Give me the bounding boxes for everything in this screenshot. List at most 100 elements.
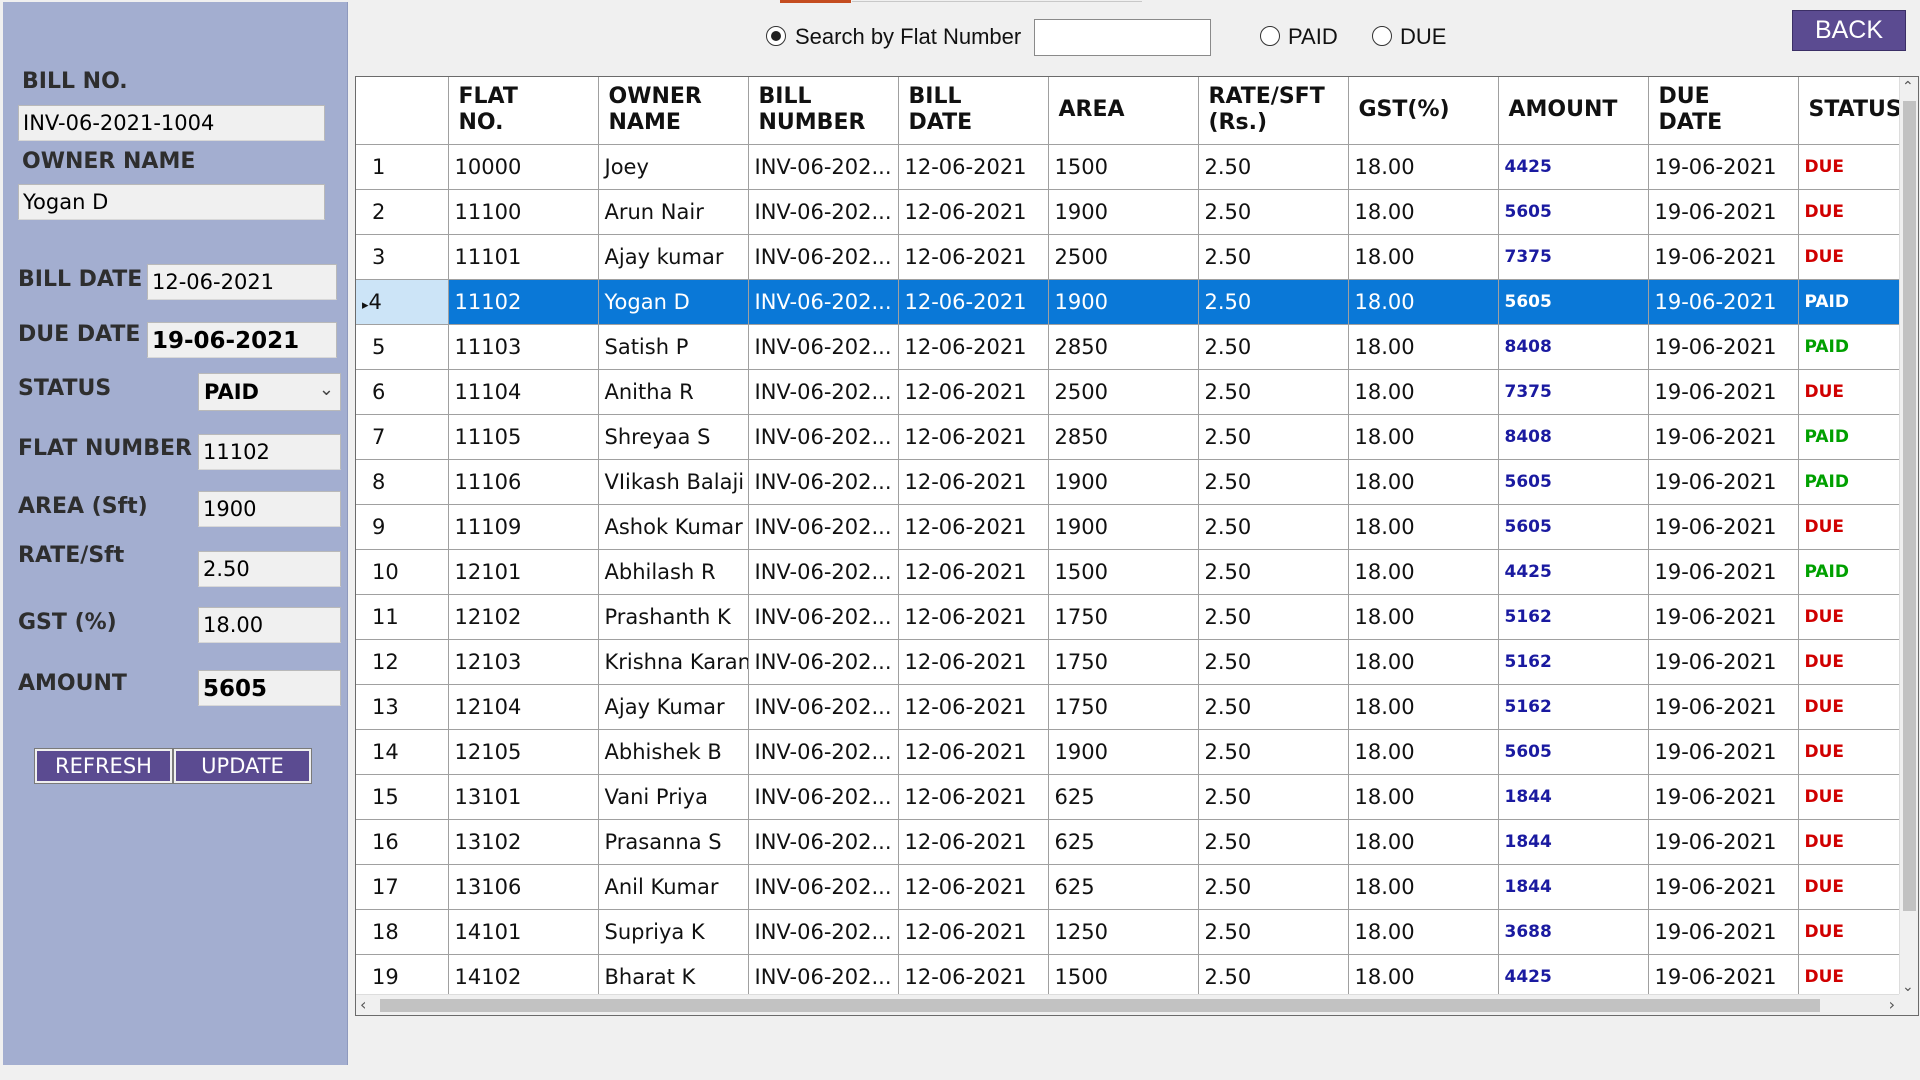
cell-flat-no[interactable]: 13101: [448, 774, 599, 820]
cell-owner-name[interactable]: Anil Kumar: [598, 864, 749, 910]
cell-gst[interactable]: 18.00: [1348, 279, 1499, 325]
cell-flat-no[interactable]: 12105: [448, 729, 599, 775]
horizontal-scroll-thumb[interactable]: [380, 999, 1820, 1012]
column-header-flat-no[interactable]: FLAT NO.: [448, 77, 599, 145]
cell-bill-number[interactable]: INV-06-202...: [748, 954, 899, 1000]
cell-area[interactable]: 625: [1048, 819, 1199, 865]
cell-rate[interactable]: 2.50: [1198, 954, 1349, 1000]
cell-area[interactable]: 1500: [1048, 144, 1199, 190]
cell-status[interactable]: PAID: [1798, 279, 1902, 325]
cell-bill-number[interactable]: INV-06-202...: [748, 864, 899, 910]
cell-status[interactable]: PAID: [1798, 414, 1902, 460]
cell-gst[interactable]: 18.00: [1348, 549, 1499, 595]
cell-rate[interactable]: 2.50: [1198, 189, 1349, 235]
cell-area[interactable]: 1750: [1048, 684, 1199, 730]
cell-flat-no[interactable]: 11105: [448, 414, 599, 460]
cell-due-date[interactable]: 19-06-2021: [1648, 549, 1799, 595]
cell-row-number[interactable]: 19: [356, 954, 449, 1000]
cell-bill-date[interactable]: 12-06-2021: [898, 414, 1049, 460]
cell-flat-no[interactable]: 11102: [448, 279, 599, 325]
cell-gst[interactable]: 18.00: [1348, 594, 1499, 640]
cell-bill-date[interactable]: 12-06-2021: [898, 594, 1049, 640]
cell-flat-no[interactable]: 13102: [448, 819, 599, 865]
cell-flat-no[interactable]: 14101: [448, 909, 599, 955]
cell-bill-date[interactable]: 12-06-2021: [898, 864, 1049, 910]
cell-due-date[interactable]: 19-06-2021: [1648, 459, 1799, 505]
cell-gst[interactable]: 18.00: [1348, 414, 1499, 460]
cell-area[interactable]: 1900: [1048, 279, 1199, 325]
cell-flat-no[interactable]: 14102: [448, 954, 599, 1000]
cell-bill-number[interactable]: INV-06-202...: [748, 189, 899, 235]
cell-area[interactable]: 2500: [1048, 234, 1199, 280]
cell-flat-no[interactable]: 13106: [448, 864, 599, 910]
cell-area[interactable]: 2850: [1048, 414, 1199, 460]
cell-area[interactable]: 1750: [1048, 594, 1199, 640]
cell-area[interactable]: 1750: [1048, 639, 1199, 685]
cell-status[interactable]: DUE: [1798, 954, 1902, 1000]
cell-bill-date[interactable]: 12-06-2021: [898, 189, 1049, 235]
due-filter-radio[interactable]: [1372, 26, 1392, 46]
cell-gst[interactable]: 18.00: [1348, 684, 1499, 730]
cell-rate[interactable]: 2.50: [1198, 594, 1349, 640]
cell-rate[interactable]: 2.50: [1198, 279, 1349, 325]
cell-rate[interactable]: 2.50: [1198, 909, 1349, 955]
cell-status[interactable]: DUE: [1798, 729, 1902, 775]
cell-bill-date[interactable]: 12-06-2021: [898, 684, 1049, 730]
cell-bill-number[interactable]: INV-06-202...: [748, 144, 899, 190]
cell-owner-name[interactable]: Ajay Kumar: [598, 684, 749, 730]
cell-row-number[interactable]: 13: [356, 684, 449, 730]
cell-bill-date[interactable]: 12-06-2021: [898, 324, 1049, 370]
cell-row-number[interactable]: 7: [356, 414, 449, 460]
cell-amount[interactable]: 1844: [1498, 819, 1649, 865]
cell-flat-no[interactable]: 11103: [448, 324, 599, 370]
cell-flat-no[interactable]: 11100: [448, 189, 599, 235]
column-header-amount[interactable]: AMOUNT: [1498, 77, 1649, 145]
cell-area[interactable]: 1900: [1048, 729, 1199, 775]
table-row[interactable]: 5 11103 Satish P INV-06-202... 12-06-2021 285…: [356, 324, 1902, 370]
cell-amount[interactable]: 7375: [1498, 234, 1649, 280]
cell-flat-no[interactable]: 11104: [448, 369, 599, 415]
cell-bill-number[interactable]: INV-06-202...: [748, 684, 899, 730]
cell-owner-name[interactable]: Arun Nair: [598, 189, 749, 235]
table-row[interactable]: 19 14102 Bharat K INV-06-202... 12-06-2021 15…: [356, 954, 1902, 1000]
column-header-bill-date[interactable]: BILL DATE: [898, 77, 1049, 145]
cell-bill-date[interactable]: 12-06-2021: [898, 729, 1049, 775]
cell-status[interactable]: DUE: [1798, 909, 1902, 955]
cell-area[interactable]: 625: [1048, 774, 1199, 820]
cell-bill-number[interactable]: INV-06-202...: [748, 504, 899, 550]
column-header-area[interactable]: AREA: [1048, 77, 1199, 145]
cell-amount[interactable]: 5162: [1498, 684, 1649, 730]
cell-rate[interactable]: 2.50: [1198, 774, 1349, 820]
bills-grid[interactable]: FLAT NO. OWNER NAME BILL NUMBER BILL DATE AREA RA…: [355, 76, 1919, 1016]
cell-due-date[interactable]: 19-06-2021: [1648, 324, 1799, 370]
cell-owner-name[interactable]: Ashok Kumar: [598, 504, 749, 550]
cell-row-number[interactable]: 9: [356, 504, 449, 550]
cell-gst[interactable]: 18.00: [1348, 369, 1499, 415]
cell-bill-number[interactable]: INV-06-202...: [748, 594, 899, 640]
cell-flat-no[interactable]: 10000: [448, 144, 599, 190]
cell-amount[interactable]: 8408: [1498, 324, 1649, 370]
scroll-left-icon[interactable]: ‹: [360, 995, 367, 1014]
cell-rate[interactable]: 2.50: [1198, 324, 1349, 370]
cell-owner-name[interactable]: Yogan D: [598, 279, 749, 325]
cell-bill-date[interactable]: 12-06-2021: [898, 819, 1049, 865]
table-row[interactable]: 11 12102 Prashanth K INV-06-202... 12-06-202…: [356, 594, 1902, 640]
cell-amount[interactable]: 4425: [1498, 144, 1649, 190]
table-row[interactable]: 8 11106 VIikash Balaji INV-06-202... 12-06-2…: [356, 459, 1902, 505]
column-header-status[interactable]: STATUS: [1798, 77, 1902, 145]
table-row[interactable]: 1 10000 Joey INV-06-202... 12-06-2021 1500 2.5…: [356, 144, 1902, 190]
cell-bill-number[interactable]: INV-06-202...: [748, 639, 899, 685]
column-header-rate[interactable]: RATE/SFT (Rs.): [1198, 77, 1349, 145]
cell-owner-name[interactable]: VIikash Balaji: [598, 459, 749, 505]
cell-amount[interactable]: 7375: [1498, 369, 1649, 415]
rate-field[interactable]: 2.50: [198, 551, 341, 587]
cell-bill-number[interactable]: INV-06-202...: [748, 909, 899, 955]
cell-due-date[interactable]: 19-06-2021: [1648, 819, 1799, 865]
cell-owner-name[interactable]: Shreyaa S: [598, 414, 749, 460]
cell-area[interactable]: 2850: [1048, 324, 1199, 370]
cell-due-date[interactable]: 19-06-2021: [1648, 729, 1799, 775]
column-header-owner-name[interactable]: OWNER NAME: [598, 77, 749, 145]
cell-due-date[interactable]: 19-06-2021: [1648, 414, 1799, 460]
column-header-row-number[interactable]: [356, 77, 449, 145]
cell-row-number[interactable]: 5: [356, 324, 449, 370]
